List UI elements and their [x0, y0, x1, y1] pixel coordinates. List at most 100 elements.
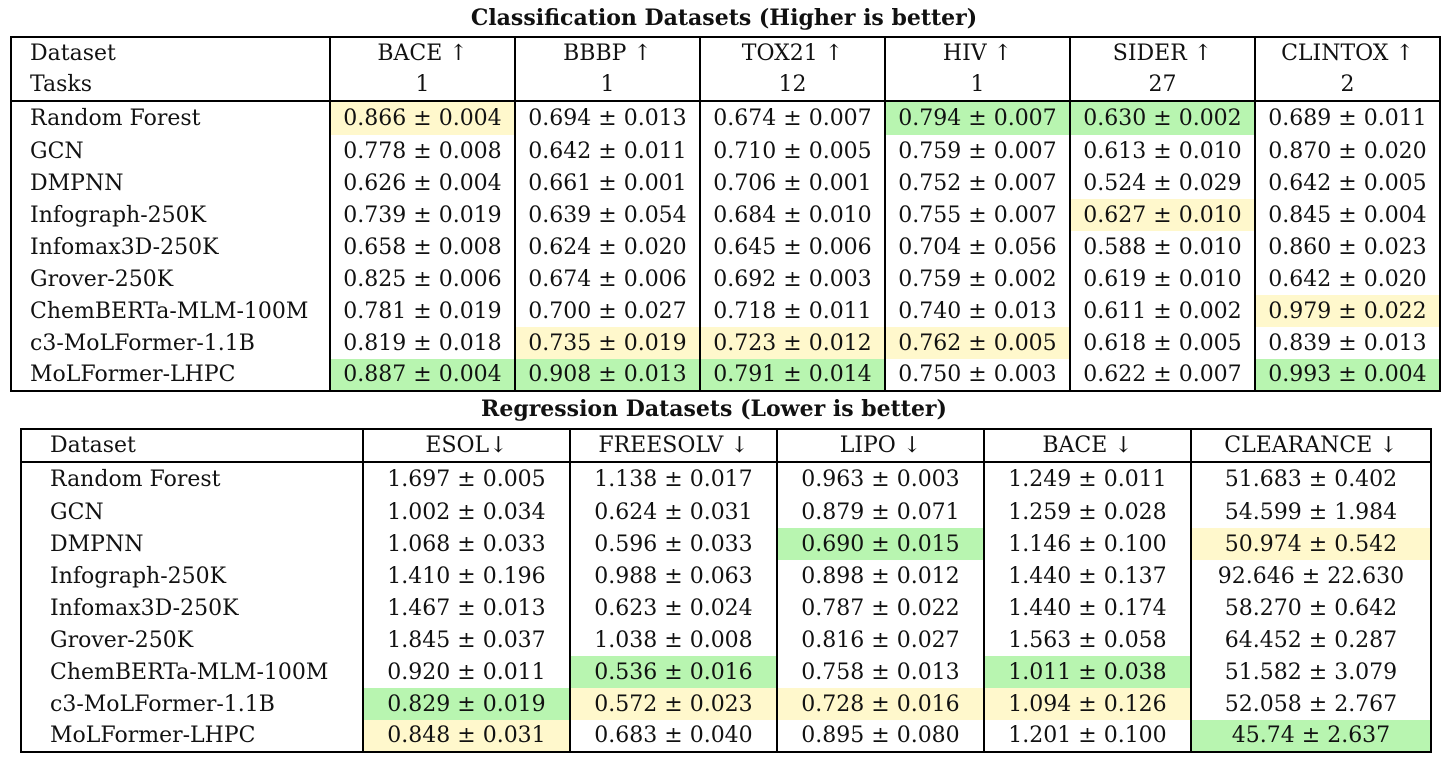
- model-name: MoLFormer-LHPC: [30, 362, 236, 387]
- table-row: Infomax3D-250K 1.467 ± 0.013 0.623 ± 0.024…: [21, 592, 1431, 624]
- model-name: Grover-250K: [50, 627, 194, 653]
- model-name: Infograph-250K: [50, 563, 227, 589]
- table-row: DMPNN 1.068 ± 0.033 0.596 ± 0.033 0.690 ± 0…: [21, 528, 1431, 560]
- table-row: Infograph-250K 0.739 ± 0.019 0.639 ± 0.054…: [11, 199, 1440, 231]
- column-header: FREESOLV ↓: [569, 429, 777, 463]
- table-row: c3-MoLFormer-1.1B 0.819 ± 0.018 0.735 ± 0.…: [11, 327, 1440, 359]
- column-header: HIV ↑: [884, 37, 1070, 69]
- score-cell: 0.690 ± 0.015: [776, 528, 984, 560]
- model-name: DMPNN: [30, 170, 124, 196]
- score-cell: 1.440 ± 0.174: [983, 592, 1191, 624]
- task-count: 27: [1069, 69, 1255, 102]
- classification-tasks-row: Tasks 1 1 12 1 27 2: [11, 69, 1440, 102]
- score-cell: 0.759 ± 0.002: [884, 263, 1070, 295]
- model-name: Grover-250K: [30, 266, 174, 292]
- score-cell: 0.755 ± 0.007: [884, 199, 1070, 231]
- column-header: BACE ↓: [983, 429, 1191, 463]
- score-cell: 0.622 ± 0.007: [1069, 359, 1255, 391]
- score-cell: 0.750 ± 0.003: [884, 359, 1070, 391]
- score-cell: 0.860 ± 0.023: [1254, 231, 1440, 263]
- score-cell: 0.661 ± 0.001: [514, 167, 700, 199]
- score-cell: 58.270 ± 0.642: [1190, 592, 1431, 624]
- regression-header-row: Dataset ESOL↓ FREESOLV ↓ LIPO ↓ BACE ↓ C…: [21, 429, 1431, 463]
- score-cell: 0.684 ± 0.010: [699, 199, 885, 231]
- score-cell: 0.624 ± 0.031: [569, 496, 777, 528]
- task-count: 12: [699, 69, 885, 102]
- score-cell: 0.674 ± 0.007: [699, 101, 885, 135]
- score-cell: 51.582 ± 3.079: [1190, 656, 1431, 688]
- score-cell: 1.138 ± 0.017: [569, 462, 777, 496]
- task-count: 1: [884, 69, 1070, 102]
- score-cell: 0.630 ± 0.002: [1069, 101, 1255, 135]
- score-cell: 52.058 ± 2.767: [1190, 688, 1431, 720]
- score-cell: 0.908 ± 0.013: [514, 359, 700, 391]
- score-cell: 0.596 ± 0.033: [569, 528, 777, 560]
- score-cell: 0.887 ± 0.004: [329, 359, 515, 391]
- score-cell: 0.700 ± 0.027: [514, 295, 700, 327]
- regression-body: Random Forest 1.697 ± 0.005 1.138 ± 0.017 0…: [21, 462, 1431, 752]
- score-cell: 0.536 ± 0.016: [569, 656, 777, 688]
- score-cell: 0.674 ± 0.006: [514, 263, 700, 295]
- score-cell: 0.898 ± 0.012: [776, 560, 984, 592]
- score-cell: 0.718 ± 0.011: [699, 295, 885, 327]
- score-cell: 0.642 ± 0.005: [1254, 167, 1440, 199]
- score-cell: 0.762 ± 0.005: [884, 327, 1070, 359]
- score-cell: 0.626 ± 0.004: [329, 167, 515, 199]
- score-cell: 45.74 ± 2.637: [1190, 720, 1431, 752]
- score-cell: 0.613 ± 0.010: [1069, 135, 1255, 167]
- score-cell: 0.619 ± 0.010: [1069, 263, 1255, 295]
- model-name: GCN: [50, 499, 104, 525]
- score-cell: 0.642 ± 0.011: [514, 135, 700, 167]
- score-cell: 0.791 ± 0.014: [699, 359, 885, 391]
- score-cell: 0.723 ± 0.012: [699, 327, 885, 359]
- score-cell: 1.038 ± 0.008: [569, 624, 777, 656]
- task-count: 2: [1254, 69, 1440, 102]
- score-cell: 1.563 ± 0.058: [983, 624, 1191, 656]
- score-cell: 0.979 ± 0.022: [1254, 295, 1440, 327]
- column-header: ESOL↓: [362, 429, 570, 463]
- score-cell: 0.778 ± 0.008: [329, 135, 515, 167]
- score-cell: 0.825 ± 0.006: [329, 263, 515, 295]
- score-cell: 0.759 ± 0.007: [884, 135, 1070, 167]
- model-name: c3-MoLFormer-1.1B: [30, 330, 255, 356]
- task-count: 1: [329, 69, 515, 102]
- model-name: Infomax3D-250K: [50, 595, 239, 621]
- table-row: ChemBERTa-MLM-100M 0.781 ± 0.019 0.700 ± 0…: [11, 295, 1440, 327]
- column-header: LIPO ↓: [776, 429, 984, 463]
- score-cell: 1.249 ± 0.011: [983, 462, 1191, 496]
- score-cell: 1.068 ± 0.033: [362, 528, 570, 560]
- score-cell: 0.819 ± 0.018: [329, 327, 515, 359]
- score-cell: 0.588 ± 0.010: [1069, 231, 1255, 263]
- model-name: GCN: [30, 138, 84, 164]
- score-cell: 0.611 ± 0.002: [1069, 295, 1255, 327]
- model-name: Infograph-250K: [30, 202, 207, 228]
- task-count: 1: [514, 69, 700, 102]
- table-row: Random Forest 0.866 ± 0.004 0.694 ± 0.013 0…: [11, 101, 1440, 135]
- score-cell: 0.704 ± 0.056: [884, 231, 1070, 263]
- score-cell: 0.920 ± 0.011: [362, 656, 570, 688]
- score-cell: 0.879 ± 0.071: [776, 496, 984, 528]
- tasks-header: Tasks: [11, 69, 330, 102]
- score-cell: 1.410 ± 0.196: [362, 560, 570, 592]
- score-cell: 64.452 ± 0.287: [1190, 624, 1431, 656]
- dataset-header: Dataset: [21, 429, 363, 463]
- score-cell: 92.646 ± 22.630: [1190, 560, 1431, 592]
- score-cell: 0.692 ± 0.003: [699, 263, 885, 295]
- table-row: GCN 0.778 ± 0.008 0.642 ± 0.011 0.710 ± 0.0…: [11, 135, 1440, 167]
- classification-header-row: Dataset BACE ↑ BBBP ↑ TOX21 ↑ HIV ↑ SIDE…: [11, 37, 1440, 69]
- score-cell: 0.639 ± 0.054: [514, 199, 700, 231]
- model-name: c3-MoLFormer-1.1B: [50, 691, 275, 717]
- score-cell: 0.627 ± 0.010: [1069, 199, 1255, 231]
- model-name: DMPNN: [50, 531, 144, 557]
- score-cell: 0.787 ± 0.022: [776, 592, 984, 624]
- score-cell: 0.645 ± 0.006: [699, 231, 885, 263]
- table-row: Grover-250K 0.825 ± 0.006 0.674 ± 0.006 0.6…: [11, 263, 1440, 295]
- table-row: c3-MoLFormer-1.1B 0.829 ± 0.019 0.572 ± 0.…: [21, 688, 1431, 720]
- score-cell: 1.201 ± 0.100: [983, 720, 1191, 752]
- score-cell: 0.988 ± 0.063: [569, 560, 777, 592]
- classification-body: Random Forest 0.866 ± 0.004 0.694 ± 0.013 0…: [11, 101, 1440, 391]
- score-cell: 0.706 ± 0.001: [699, 167, 885, 199]
- score-cell: 1.011 ± 0.038: [983, 656, 1191, 688]
- score-cell: 51.683 ± 0.402: [1190, 462, 1431, 496]
- score-cell: 1.845 ± 0.037: [362, 624, 570, 656]
